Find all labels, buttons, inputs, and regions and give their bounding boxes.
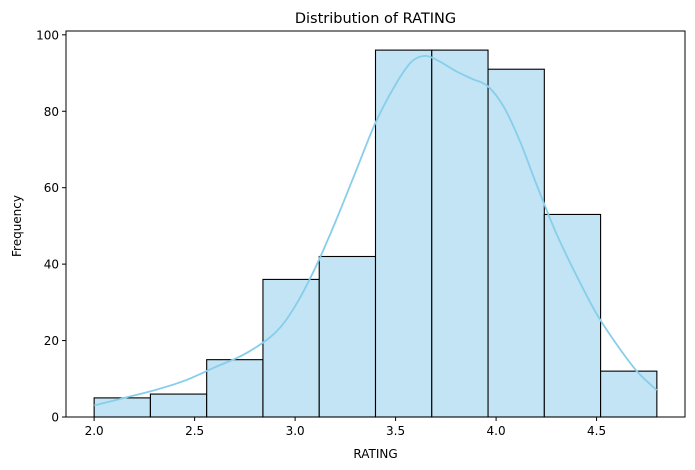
y-tick-label: 60: [44, 181, 59, 195]
x-tick-label: 4.0: [487, 424, 506, 438]
y-tick-label: 80: [44, 105, 59, 119]
histogram-bar: [543, 213, 602, 418]
y-tick-label: 40: [44, 258, 59, 272]
chart-title: Distribution of RATING: [295, 11, 456, 27]
histogram-bar: [93, 397, 151, 418]
histogram-bar: [431, 49, 489, 418]
x-tick-label: 4.5: [587, 424, 606, 438]
plot-area: 2.0 2.5 3.0 3.5 4.0 4.5 0 20 40 60 80 100: [36, 28, 686, 438]
histogram-bar: [318, 255, 377, 418]
axes-frame: [65, 30, 686, 418]
kde-line: [93, 54, 658, 407]
x-tick-label: 3.5: [386, 424, 405, 438]
x-tick-label: 2.5: [185, 424, 204, 438]
x-tick-label: 3.0: [286, 424, 305, 438]
histogram-bar: [600, 370, 658, 418]
x-tick-label: 2.0: [85, 424, 104, 438]
y-tick-label: 100: [36, 28, 59, 42]
x-axis-label: RATING: [353, 447, 397, 461]
y-tick-label: 0: [51, 411, 59, 425]
histogram-bar: [262, 278, 320, 418]
histogram-bar: [149, 393, 208, 418]
histogram-bar: [374, 49, 433, 418]
y-axis-label: Frequency: [10, 195, 24, 257]
histogram-bar: [487, 68, 545, 418]
histogram-bar: [206, 359, 264, 418]
y-tick-label: 20: [44, 334, 59, 348]
